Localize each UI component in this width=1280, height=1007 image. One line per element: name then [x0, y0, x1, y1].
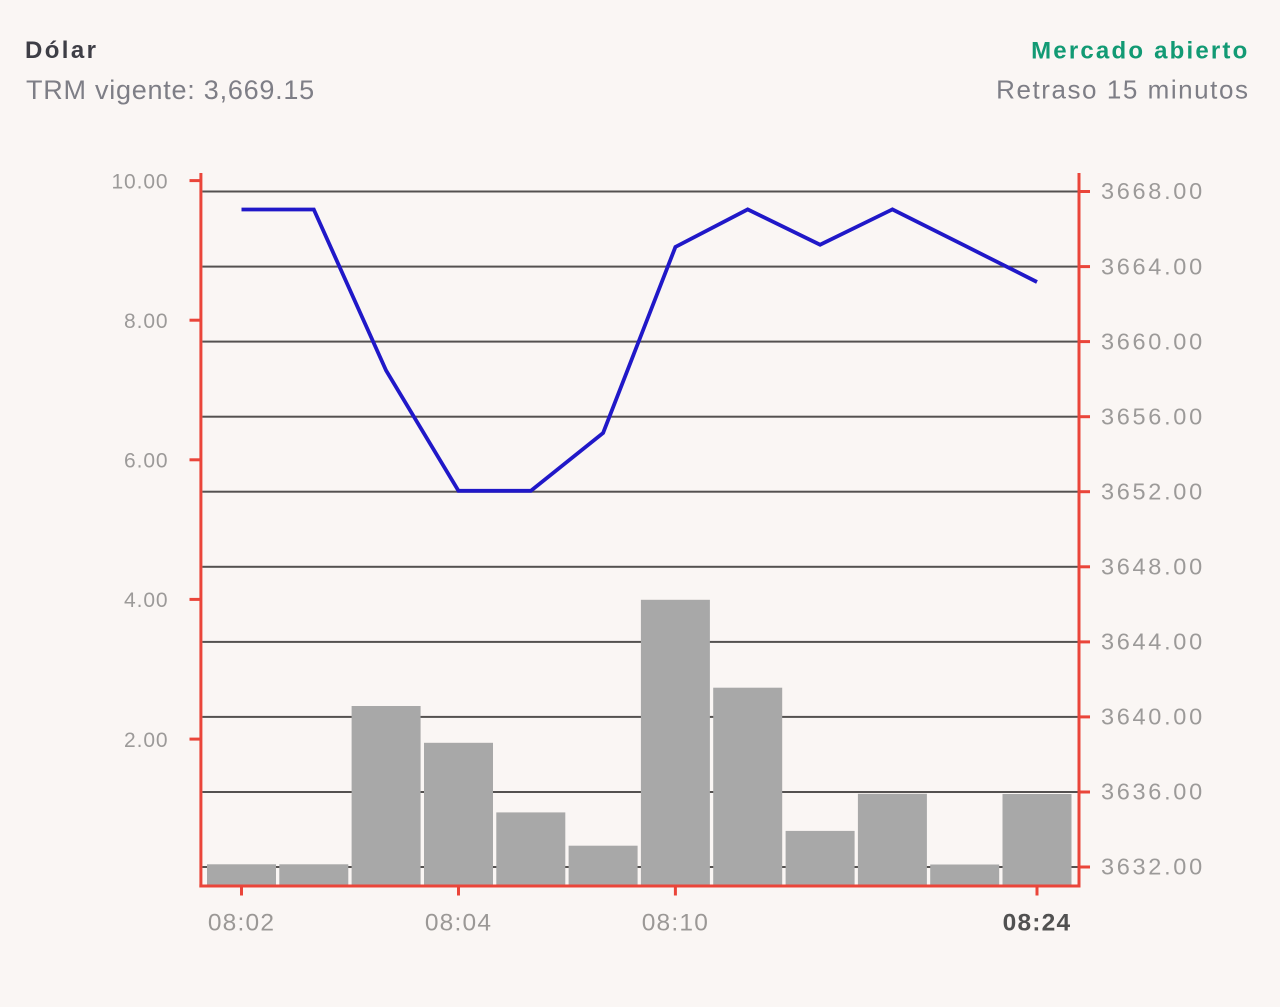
svg-text:10.00: 10.00 [111, 170, 168, 193]
svg-text:3632.00: 3632.00 [1101, 854, 1205, 880]
svg-text:3640.00: 3640.00 [1101, 704, 1205, 730]
svg-text:08:04: 08:04 [425, 910, 492, 937]
svg-text:3664.00: 3664.00 [1101, 253, 1205, 279]
svg-text:08:24: 08:24 [1003, 910, 1072, 937]
svg-text:08:02: 08:02 [208, 910, 275, 937]
svg-text:3648.00: 3648.00 [1101, 554, 1205, 580]
svg-text:Retraso 15 minutos: Retraso 15 minutos [996, 75, 1249, 105]
svg-text:TRM vigente: 3,669.15: TRM vigente: 3,669.15 [26, 75, 315, 105]
svg-text:3652.00: 3652.00 [1101, 478, 1205, 504]
svg-text:8.00: 8.00 [124, 310, 168, 333]
svg-text:2.00: 2.00 [124, 729, 168, 752]
svg-text:4.00: 4.00 [124, 589, 168, 612]
svg-text:3660.00: 3660.00 [1101, 328, 1205, 354]
svg-text:6.00: 6.00 [124, 450, 168, 473]
svg-text:08:10: 08:10 [642, 910, 709, 937]
svg-text:Mercado abierto: Mercado abierto [1031, 38, 1249, 65]
svg-text:3656.00: 3656.00 [1101, 403, 1205, 429]
svg-text:3668.00: 3668.00 [1101, 178, 1205, 204]
svg-text:3636.00: 3636.00 [1101, 779, 1205, 805]
svg-text:3644.00: 3644.00 [1101, 629, 1205, 655]
svg-text:Dólar: Dólar [25, 37, 98, 64]
